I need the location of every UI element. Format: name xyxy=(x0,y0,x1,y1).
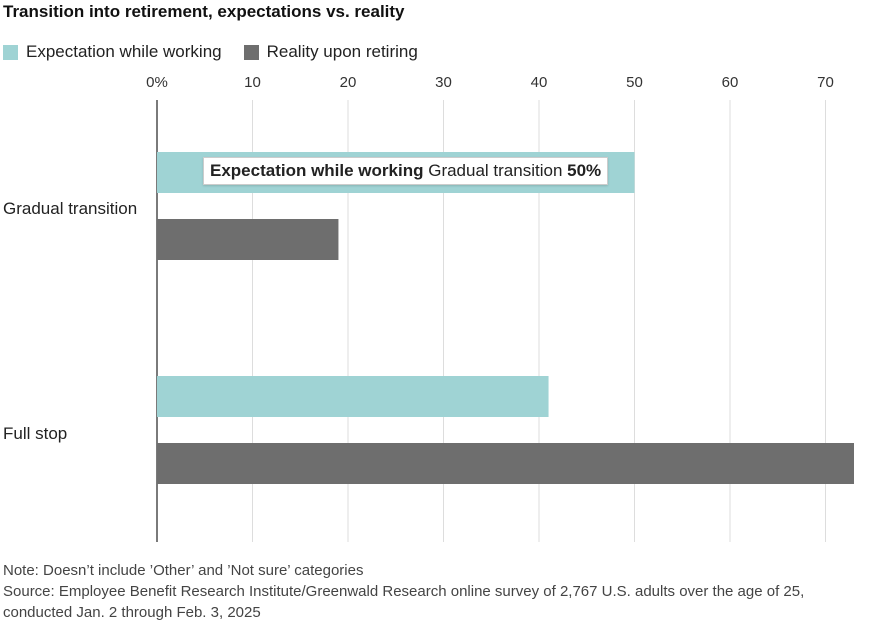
x-tick-label: 50 xyxy=(626,74,643,91)
chart-title: Transition into retirement, expectations… xyxy=(3,2,405,21)
legend-swatch-reality xyxy=(243,44,259,60)
x-tick-label: 30 xyxy=(435,74,452,91)
bar-reality[interactable] xyxy=(157,219,339,260)
footer-source: Source: Employee Benefit Research Instit… xyxy=(3,583,805,621)
bar-reality[interactable] xyxy=(157,443,854,484)
x-tick-label: 60 xyxy=(722,74,739,91)
bar-expectation[interactable] xyxy=(157,376,549,417)
footer-note: Note: Doesn’t include ’Other’ and ’Not s… xyxy=(3,562,364,579)
legend: Expectation while working Reality upon r… xyxy=(3,42,440,62)
legend-swatch-expectation xyxy=(3,44,18,60)
x-tick-label: 10 xyxy=(244,74,261,91)
legend-label-reality: Reality upon retiring xyxy=(266,42,418,61)
legend-item-expectation[interactable]: Expectation while working xyxy=(3,42,222,62)
x-tick-label: 0% xyxy=(146,74,168,91)
chart-footer: Note: Doesn’t include ’Other’ and ’Not s… xyxy=(3,560,863,623)
x-tick-label: 20 xyxy=(340,74,357,91)
tooltip-value: 50% xyxy=(567,161,602,180)
legend-item-reality[interactable]: Reality upon retiring xyxy=(243,42,418,62)
category-label: Gradual transition xyxy=(3,199,137,218)
tooltip-series: Expectation while working xyxy=(210,161,424,180)
bar-chart: 0% 10 20 30 40 50 60 70 Gradual transition Full s… xyxy=(3,74,854,542)
legend-label-expectation: Expectation while working xyxy=(26,42,222,61)
x-tick-label: 40 xyxy=(531,74,548,91)
tooltip-category: Gradual transition xyxy=(428,161,563,180)
x-tick-label: 70 xyxy=(817,74,834,91)
category-label: Full stop xyxy=(3,424,67,443)
hover-tooltip: Expectation while working Gradual transi… xyxy=(203,157,609,185)
